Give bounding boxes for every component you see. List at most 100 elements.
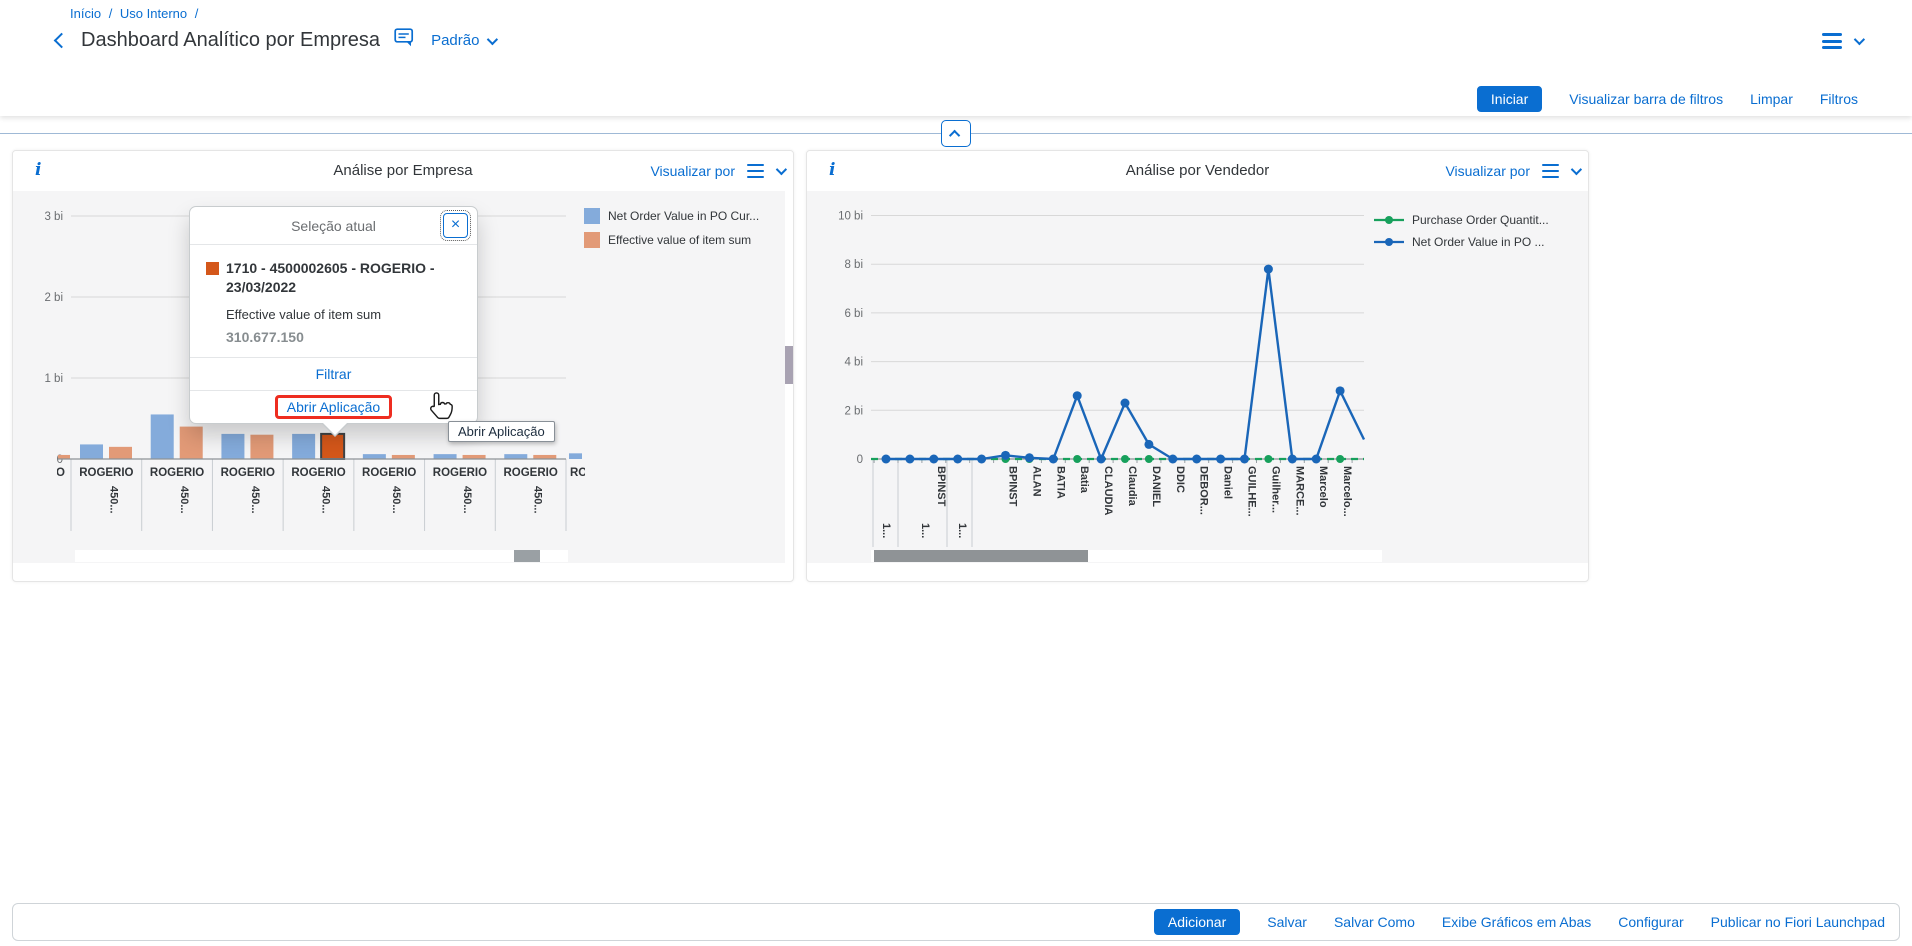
- comment-icon[interactable]: [394, 28, 415, 53]
- breadcrumb-link[interactable]: Uso Interno: [119, 6, 188, 21]
- bar-segment[interactable]: [362, 454, 386, 459]
- x-axis-label: DDIC: [1174, 466, 1186, 493]
- data-point-blue[interactable]: [1335, 386, 1345, 396]
- legend-line-marker: [1374, 238, 1404, 246]
- selection-value: 310.677.150: [226, 329, 304, 345]
- data-point-green[interactable]: [1144, 455, 1153, 463]
- data-point-blue[interactable]: [1311, 454, 1321, 464]
- footer-button-salvar[interactable]: Salvar: [1267, 914, 1307, 930]
- bar-segment[interactable]: [462, 454, 486, 459]
- page-menu-icon[interactable]: [1822, 33, 1842, 49]
- tooltip: Abrir Aplicação: [448, 421, 555, 442]
- card-header: i Análise por Empresa Visualizar por: [13, 151, 793, 191]
- legend-swatch: [584, 232, 600, 248]
- filtros-link[interactable]: Filtros: [1819, 91, 1858, 107]
- h-scrollbar-thumb[interactable]: [514, 550, 540, 562]
- filtrar-link[interactable]: Filtrar: [315, 366, 352, 382]
- legend-line-marker: [1374, 216, 1404, 224]
- visualizar-barra-link[interactable]: Visualizar barra de filtros: [1569, 91, 1724, 107]
- legend-item: Net Order Value in PO ...: [1374, 235, 1549, 249]
- data-point-blue[interactable]: [1168, 454, 1178, 464]
- limpar-link[interactable]: Limpar: [1750, 91, 1793, 107]
- footer-button-configurar[interactable]: Configurar: [1618, 914, 1684, 930]
- legend-item: Purchase Order Quantit...: [1374, 213, 1549, 227]
- data-point-blue[interactable]: [977, 454, 987, 464]
- bar-segment[interactable]: [80, 444, 103, 459]
- bar-segment[interactable]: [391, 454, 415, 459]
- bar-segment[interactable]: [533, 454, 557, 459]
- card-menu-icon[interactable]: [1542, 163, 1559, 179]
- data-point-green[interactable]: [1264, 455, 1273, 463]
- data-point-green[interactable]: [1121, 455, 1129, 463]
- y-axis-tick: 2 bi: [44, 292, 63, 304]
- bar-segment[interactable]: [433, 454, 457, 459]
- footer-button-adicionar[interactable]: Adicionar: [1153, 909, 1241, 935]
- bar-segment[interactable]: [109, 446, 132, 459]
- card-menu-icon[interactable]: [747, 163, 764, 179]
- y-axis-tick: 1 bi: [44, 373, 63, 385]
- h-scrollbar-track[interactable]: [75, 550, 568, 562]
- footer-button-publicar-no-fiori-launchpad[interactable]: Publicar no Fiori Launchpad: [1710, 914, 1885, 930]
- data-point-blue[interactable]: [1287, 454, 1297, 464]
- bar-segment[interactable]: [150, 414, 174, 459]
- bar-segment[interactable]: [292, 433, 316, 459]
- data-point-blue[interactable]: [905, 454, 915, 464]
- data-point-blue[interactable]: [1263, 264, 1273, 274]
- v-scrollbar-thumb[interactable]: [785, 346, 793, 384]
- iniciar-button[interactable]: Iniciar: [1476, 86, 1543, 112]
- data-point-blue[interactable]: [881, 454, 891, 464]
- bar-segment[interactable]: [179, 426, 203, 459]
- data-point-blue[interactable]: [929, 454, 939, 464]
- info-icon[interactable]: i: [35, 160, 42, 180]
- bar-segment[interactable]: [504, 454, 528, 459]
- breadcrumb-link[interactable]: Início: [70, 6, 102, 21]
- selection-measure: Effective value of item sum: [226, 307, 382, 322]
- x-axis-label: ROGERIO: [433, 467, 487, 479]
- bar-segment-partial[interactable]: [58, 454, 70, 459]
- data-point-blue[interactable]: [1001, 450, 1010, 460]
- highlight-box: Abrir Aplicação: [274, 395, 393, 419]
- card-header: i Análise por Vendedor Visualizar por: [807, 151, 1588, 191]
- bar-segment[interactable]: [320, 432, 346, 460]
- data-point-blue[interactable]: [1120, 398, 1130, 408]
- x-axis-sublabel: 450...: [320, 486, 332, 514]
- data-point-blue[interactable]: [1192, 454, 1202, 464]
- x-axis-label: DEBOR...: [1198, 466, 1210, 515]
- vertical-scrollbar[interactable]: [785, 191, 793, 563]
- x-axis-sublabel: 450...: [249, 486, 261, 514]
- data-point-blue[interactable]: [953, 454, 963, 464]
- visualizar-por-link[interactable]: Visualizar por: [1445, 163, 1530, 179]
- back-chevron-icon[interactable]: [53, 32, 70, 49]
- data-point-blue[interactable]: [1144, 439, 1154, 449]
- variant-selector[interactable]: Padrão: [431, 32, 499, 49]
- footer-button-salvar-como[interactable]: Salvar Como: [1333, 914, 1415, 930]
- card-analise-vendedor: i Análise por Vendedor Visualizar por 10…: [806, 150, 1589, 582]
- data-point-blue[interactable]: [1216, 454, 1226, 464]
- collapse-header-button[interactable]: [941, 120, 971, 147]
- x-axis-label: Marcelo...: [1341, 466, 1353, 517]
- visualizar-por-link[interactable]: Visualizar por: [650, 163, 735, 179]
- data-point-blue[interactable]: [1240, 454, 1249, 464]
- data-point-green[interactable]: [1336, 455, 1345, 463]
- y-axis-tick: 3 bi: [44, 211, 63, 223]
- footer-button-exibe-gr-ficos-em-abas[interactable]: Exibe Gráficos em Abas: [1441, 914, 1592, 930]
- line-chart-vendedor[interactable]: 10 bi 8 bi 6 bi 4 bi 2 bi 0 BPINST BPINST ALAN BA…: [807, 191, 1588, 568]
- close-icon[interactable]: ×: [440, 210, 471, 241]
- abrir-aplicacao-link[interactable]: Abrir Aplicação: [286, 399, 381, 415]
- breadcrumb: Início / Uso Interno /: [70, 6, 202, 21]
- data-point-blue[interactable]: [1072, 391, 1082, 401]
- data-point-blue[interactable]: [1048, 454, 1058, 464]
- bar-segment[interactable]: [221, 433, 245, 459]
- bar-segment[interactable]: [250, 434, 274, 459]
- data-point-blue[interactable]: [1096, 454, 1106, 464]
- data-point-green[interactable]: [1073, 455, 1082, 463]
- chevron-down-icon[interactable]: [1853, 33, 1866, 46]
- x-axis-label: ROGERIO: [79, 467, 133, 479]
- footer-toolbar: Adicionar Salvar Salvar Como Exibe Gráficos…: [12, 903, 1900, 941]
- info-icon[interactable]: i: [829, 160, 836, 180]
- x-axis-label: BPINST: [1007, 466, 1019, 507]
- h-scrollbar-thumb[interactable]: [874, 550, 1088, 562]
- bar-segment-partial[interactable]: [569, 453, 582, 459]
- data-point-blue[interactable]: [1024, 453, 1034, 463]
